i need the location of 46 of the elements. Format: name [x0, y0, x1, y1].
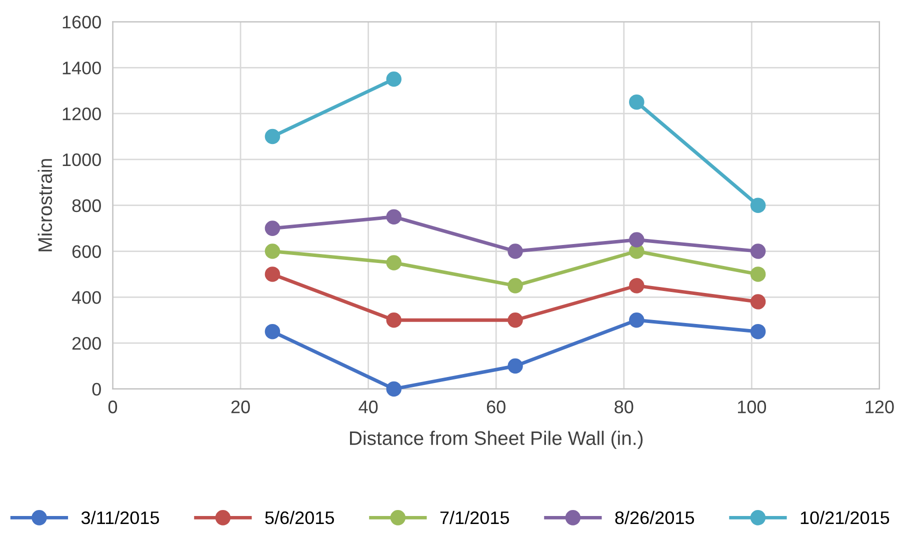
point — [508, 278, 523, 294]
point — [508, 244, 523, 259]
legend-label: 10/21/2015 — [800, 510, 890, 524]
point — [508, 312, 523, 328]
point — [386, 381, 402, 397]
y-tick-label: 600 — [72, 245, 101, 258]
x-tick-label: 40 — [358, 400, 378, 414]
x-axis-title: Distance from Sheet Pile Wall (in.) — [350, 430, 643, 449]
point — [386, 312, 402, 328]
y-axis-title: Microstrain — [38, 159, 52, 252]
y-tick-label: 1400 — [62, 62, 101, 74]
point — [629, 312, 644, 328]
point — [386, 255, 402, 270]
x-tick-label: 0 — [108, 400, 118, 414]
legend-label: 3/11/2015 — [81, 510, 159, 524]
point — [264, 266, 280, 282]
x-tick-label: 100 — [738, 400, 766, 414]
point — [629, 278, 644, 294]
point — [750, 266, 766, 282]
point — [386, 209, 402, 224]
legend-label: 8/26/2015 — [615, 510, 694, 524]
y-tick-label: 200 — [72, 336, 101, 350]
legend-label: 7/1/2015 — [440, 510, 509, 524]
x-tick-label: 20 — [231, 400, 250, 414]
point — [629, 232, 644, 248]
y-tick-label: 0 — [92, 382, 101, 396]
x-tick-label: 120 — [866, 400, 894, 414]
y-tick-label: 1600 — [62, 16, 101, 28]
point — [508, 358, 523, 374]
point — [629, 94, 644, 110]
y-tick-label: 1200 — [62, 107, 101, 120]
x-tick-label: 60 — [486, 400, 506, 414]
point — [750, 324, 766, 340]
point — [386, 71, 402, 87]
point — [264, 128, 280, 144]
point — [264, 220, 280, 236]
point — [264, 324, 280, 340]
legend-label: 5/6/2015 — [265, 510, 334, 524]
y-tick-label: 400 — [72, 291, 101, 304]
point — [264, 244, 280, 259]
y-tick-label: 1000 — [62, 153, 101, 166]
point — [750, 244, 766, 259]
point — [750, 294, 766, 310]
x-tick-label: 80 — [614, 400, 634, 414]
point — [750, 198, 766, 213]
y-tick-label: 800 — [72, 199, 101, 212]
